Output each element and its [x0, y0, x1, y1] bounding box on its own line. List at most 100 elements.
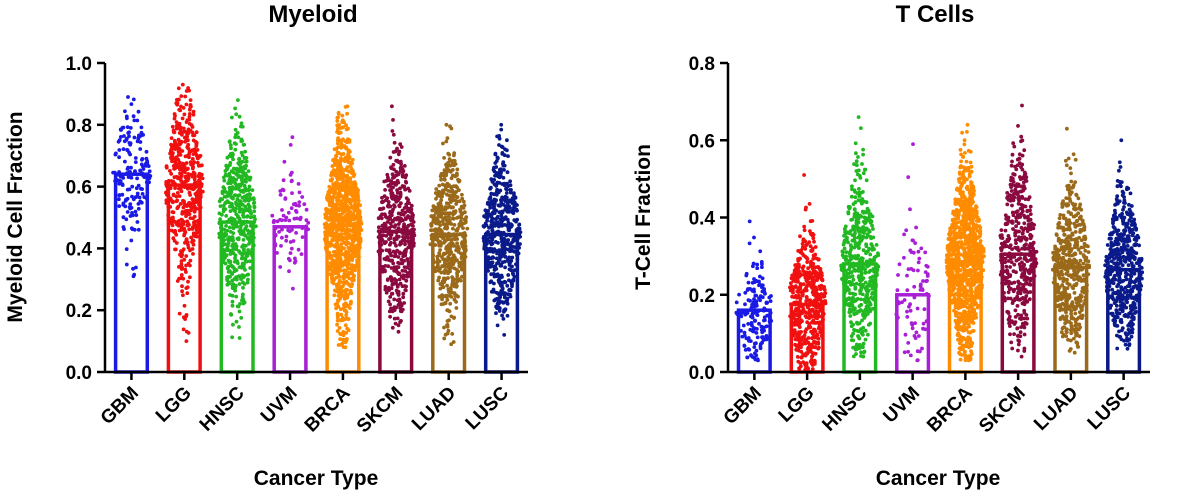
- data-point: [494, 171, 499, 175]
- data-point: [800, 245, 805, 250]
- data-point: [330, 177, 335, 181]
- data-point: [848, 254, 852, 259]
- data-point: [346, 234, 351, 239]
- data-point: [186, 279, 190, 284]
- data-point: [117, 193, 122, 197]
- data-point: [188, 128, 193, 133]
- data-point: [750, 311, 755, 316]
- data-point: [380, 207, 384, 211]
- data-point: [461, 226, 465, 231]
- data-point: [350, 264, 354, 269]
- data-point: [788, 288, 793, 293]
- data-point: [760, 262, 764, 266]
- data-point: [925, 274, 930, 278]
- data-point: [863, 280, 868, 285]
- data-point: [137, 195, 142, 200]
- data-point: [289, 206, 294, 211]
- data-point: [393, 321, 398, 326]
- data-point: [508, 294, 513, 299]
- data-point: [234, 142, 238, 146]
- data-point: [386, 202, 391, 207]
- data-point: [338, 156, 343, 161]
- data-point: [859, 270, 864, 275]
- data-point: [860, 228, 865, 233]
- data-point: [388, 155, 393, 160]
- data-point: [337, 326, 342, 330]
- data-point: [224, 224, 229, 228]
- data-point: [136, 109, 141, 114]
- data-point: [434, 187, 439, 191]
- data-point: [406, 206, 410, 211]
- data-point: [383, 188, 387, 192]
- data-point: [119, 135, 123, 139]
- data-point: [460, 192, 464, 197]
- data-point: [170, 124, 175, 129]
- data-point: [125, 187, 130, 192]
- data-point: [389, 166, 394, 171]
- data-point: [332, 188, 337, 193]
- data-point: [812, 254, 816, 258]
- data-point: [237, 114, 242, 119]
- data-point: [348, 288, 353, 293]
- data-point: [183, 139, 188, 144]
- data-point: [861, 248, 866, 253]
- data-point: [816, 341, 821, 346]
- data-point: [505, 283, 510, 288]
- data-point: [187, 122, 192, 126]
- data-point: [229, 169, 234, 174]
- data-point: [389, 195, 394, 200]
- data-point: [181, 222, 186, 226]
- data-point: [230, 286, 235, 291]
- data-point: [164, 164, 169, 169]
- data-point: [280, 235, 284, 240]
- data-point: [341, 345, 346, 349]
- data-point: [863, 328, 868, 333]
- data-point: [230, 278, 235, 283]
- data-point: [239, 139, 244, 144]
- data-point: [339, 259, 344, 264]
- data-point: [799, 355, 804, 360]
- data-point: [331, 185, 336, 189]
- data-point: [172, 143, 176, 148]
- data-point: [870, 214, 875, 219]
- data-point: [859, 273, 864, 278]
- data-point: [179, 94, 184, 98]
- data-point: [760, 276, 765, 281]
- data-point: [866, 323, 871, 327]
- data-point: [457, 179, 461, 184]
- data-point: [347, 186, 351, 191]
- data-point: [227, 225, 232, 230]
- data-point: [449, 189, 454, 194]
- data-point: [221, 209, 226, 214]
- data-point: [281, 213, 286, 218]
- data-point: [171, 217, 175, 222]
- data-point: [490, 225, 495, 230]
- data-point: [861, 219, 866, 224]
- data-point: [398, 186, 402, 191]
- data-point: [171, 128, 176, 133]
- x-tick-label: SKCM: [353, 383, 407, 437]
- data-point: [435, 257, 440, 262]
- data-point: [919, 246, 924, 251]
- data-point: [239, 316, 244, 320]
- data-point: [335, 215, 339, 220]
- data-point: [136, 227, 141, 232]
- data-point: [769, 294, 773, 298]
- data-point: [800, 293, 805, 298]
- data-point: [176, 205, 181, 209]
- data-point: [171, 200, 175, 205]
- data-point: [841, 250, 845, 255]
- data-point: [173, 229, 177, 234]
- data-point: [896, 273, 900, 277]
- data-point: [813, 362, 817, 366]
- data-point: [251, 196, 256, 201]
- data-point: [332, 293, 337, 298]
- data-point: [181, 129, 186, 134]
- data-point: [130, 194, 134, 199]
- data-point: [495, 272, 500, 277]
- data-point: [227, 185, 232, 190]
- data-point: [136, 183, 141, 188]
- data-point: [190, 247, 195, 251]
- data-point: [867, 270, 871, 274]
- data-point: [924, 263, 929, 268]
